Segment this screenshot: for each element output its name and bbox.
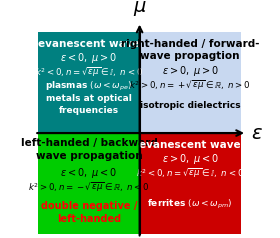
Text: evanescent wave: evanescent wave: [38, 39, 140, 49]
Bar: [38, 133, 140, 234]
Text: wave propagation: wave propagation: [36, 151, 142, 161]
Text: ferrites $(\omega<\omega_{pm})$: ferrites $(\omega<\omega_{pm})$: [147, 197, 233, 210]
Text: $k^2<0, n=\sqrt{\varepsilon\mu}\in\mathbb{I},\ n<0$: $k^2<0, n=\sqrt{\varepsilon\mu}\in\mathb…: [35, 65, 143, 79]
Text: $k^2>0, n=+\sqrt{\varepsilon\mu}\in\mathbb{R},\ n>0$: $k^2>0, n=+\sqrt{\varepsilon\mu}\in\math…: [129, 79, 251, 92]
Text: double negative /: double negative /: [41, 201, 137, 211]
Text: right-handed / forward-: right-handed / forward-: [121, 39, 260, 49]
Text: isotropic dielectrics: isotropic dielectrics: [140, 101, 241, 110]
Text: metals at optical: metals at optical: [46, 94, 132, 103]
Text: $\varepsilon$: $\varepsilon$: [251, 124, 263, 143]
Text: $\varepsilon>0,\ \mu>0$: $\varepsilon>0,\ \mu>0$: [162, 64, 219, 78]
Bar: [140, 32, 241, 133]
Text: $k^2<0, n=\sqrt{\varepsilon\mu}\in\mathbb{I},\ n<0$: $k^2<0, n=\sqrt{\varepsilon\mu}\in\mathb…: [136, 167, 244, 180]
Text: $\varepsilon>0,\ \mu<0$: $\varepsilon>0,\ \mu<0$: [162, 152, 219, 166]
Text: wave propagtion: wave propagtion: [141, 51, 240, 61]
Text: $\varepsilon<0,\ \mu<0$: $\varepsilon<0,\ \mu<0$: [60, 166, 118, 179]
Text: frequencies: frequencies: [59, 106, 119, 115]
Text: $k^2>0, n=-\sqrt{\varepsilon\mu}\in\mathbb{R},\ n<0$: $k^2>0, n=-\sqrt{\varepsilon\mu}\in\math…: [28, 180, 150, 193]
Text: evanescent wave: evanescent wave: [139, 140, 241, 150]
Bar: [140, 133, 241, 234]
Text: left-handed / backward: left-handed / backward: [20, 138, 157, 148]
Text: $\mu$: $\mu$: [133, 0, 146, 18]
Text: $\varepsilon<0,\ \mu>0$: $\varepsilon<0,\ \mu>0$: [60, 51, 118, 65]
Bar: [38, 32, 140, 133]
Text: plasmas $(\omega<\omega_{pe})$: plasmas $(\omega<\omega_{pe})$: [45, 80, 133, 93]
Text: left-handed: left-handed: [57, 214, 121, 224]
